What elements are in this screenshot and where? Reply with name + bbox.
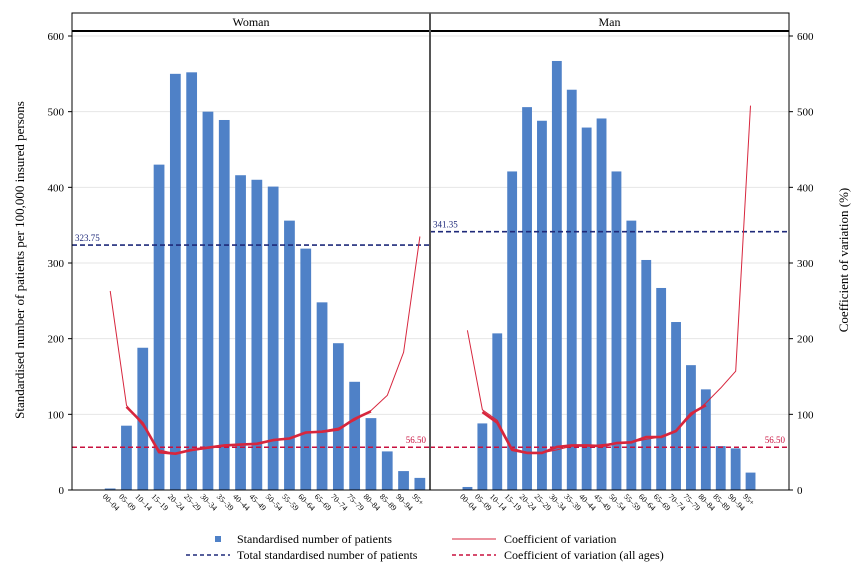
category-label-woman: 25–29	[182, 492, 203, 513]
category-label-woman: 65–69	[313, 492, 334, 513]
lines	[72, 105, 789, 455]
y-tick-label-left: 200	[48, 334, 65, 346]
category-label-woman: 35–39	[215, 492, 236, 513]
legend: Standardised number of patients Coeffici…	[186, 532, 664, 562]
category-label-woman: 50–54	[264, 492, 285, 513]
panel-title-man: Man	[599, 15, 621, 29]
bar-man	[566, 89, 577, 491]
bar-woman	[121, 425, 132, 490]
category-label-woman: 10–14	[133, 492, 154, 513]
bar-woman	[251, 179, 263, 490]
bar-man	[700, 389, 711, 490]
y-tick-label-right: 500	[797, 107, 814, 119]
bar-woman	[398, 471, 409, 490]
bar-woman	[381, 451, 393, 490]
bar-man	[626, 220, 637, 491]
bar-woman	[186, 72, 198, 490]
category-label-woman: 30–34	[199, 492, 220, 513]
y-tick-label-right: 200	[797, 334, 814, 346]
y-tick-label-right: 600	[797, 31, 814, 43]
bar-man	[656, 287, 667, 490]
bar-woman	[218, 119, 230, 491]
cv-all-label-man: 56.50	[765, 435, 786, 445]
bar-woman	[349, 381, 361, 490]
category-label-woman: 20–24	[166, 492, 187, 513]
cv-line-bold-man	[481, 404, 707, 455]
total-label-woman: 323.75	[75, 233, 100, 243]
bar-man	[671, 322, 681, 490]
category-label-woman: 40–44	[231, 492, 252, 513]
bar-woman	[414, 477, 426, 490]
category-label-woman: 70–74	[329, 492, 350, 513]
bar-man	[641, 259, 652, 490]
legend-label-cv-all: Coefficient of variation (all ages)	[504, 548, 664, 562]
category-label-woman: 15–19	[150, 492, 171, 513]
bar-woman	[365, 418, 377, 490]
category-labels: 00–0405–0910–1415–1920–2425–2930–3435–39…	[101, 492, 757, 513]
bar-man	[745, 472, 756, 490]
category-label-woman: 85–89	[378, 492, 399, 513]
category-label-woman: 45–49	[247, 492, 268, 513]
bar-man	[596, 118, 607, 490]
bar-man	[730, 448, 741, 490]
y-axis-title-left: Standardised number of patients per 100,…	[12, 101, 27, 419]
y-tick-label-left: 600	[48, 31, 65, 43]
bar-woman	[284, 220, 295, 491]
y-tick-label-right: 0	[797, 485, 803, 497]
bar-man	[477, 423, 488, 490]
bar-woman	[153, 164, 165, 490]
legend-label-bars: Standardised number of patients	[237, 532, 392, 546]
y-tick-label-left: 500	[48, 107, 65, 119]
y-tick-label-right: 400	[797, 182, 814, 194]
bar-woman	[300, 248, 312, 490]
bar-woman	[202, 111, 214, 491]
bar-man	[522, 107, 532, 491]
bars	[104, 60, 756, 491]
cv-all-label-woman: 56.50	[406, 435, 427, 445]
bar-woman	[332, 343, 344, 490]
bar-man	[715, 446, 726, 490]
panel-title-woman: Woman	[232, 15, 269, 29]
cv-line-bold-woman	[125, 405, 372, 455]
bar-man	[551, 60, 562, 490]
bar-man	[611, 171, 622, 490]
bar-man	[581, 127, 592, 490]
category-label-woman: 75–79	[345, 492, 366, 513]
category-label-woman: 60–64	[296, 492, 317, 513]
y-tick-label-left: 100	[48, 409, 65, 421]
legend-label-cv: Coefficient of variation	[504, 532, 616, 546]
bar-man	[492, 333, 503, 490]
bar-woman	[316, 302, 328, 490]
category-label-woman: 55–59	[280, 492, 301, 513]
y-tick-label-left: 0	[59, 485, 65, 497]
category-label-woman: 05–09	[117, 492, 138, 513]
y-tick-label-left: 300	[48, 258, 65, 270]
total-label-man: 341.35	[433, 220, 458, 230]
bar-man	[686, 365, 696, 490]
bar-man	[537, 120, 547, 490]
y-tick-label-right: 100	[797, 409, 814, 421]
category-label-woman: 90–94	[394, 492, 415, 513]
bar-woman	[169, 73, 181, 490]
reference-labels: 323.75 56.50 341.35 56.50	[75, 220, 786, 446]
category-label-woman: 00–04	[101, 492, 122, 513]
category-label-woman: 80–84	[362, 492, 383, 513]
bar-woman	[235, 175, 246, 490]
y-axis-title-right: Coefficient of variation (%)	[836, 188, 851, 333]
bar-woman	[104, 488, 116, 490]
legend-swatch-bars	[215, 536, 221, 542]
bar-woman	[267, 186, 279, 490]
bar-man	[462, 486, 473, 490]
bar-man	[507, 171, 518, 490]
legend-label-total: Total standardised number of patients	[237, 548, 418, 562]
bar-woman	[137, 347, 149, 490]
axis-ticks: 0 0 100 100 200 200 300 300 400 400 500 500 600 600	[48, 31, 815, 497]
y-tick-label-right: 300	[797, 258, 814, 270]
y-tick-label-left: 400	[48, 182, 65, 194]
